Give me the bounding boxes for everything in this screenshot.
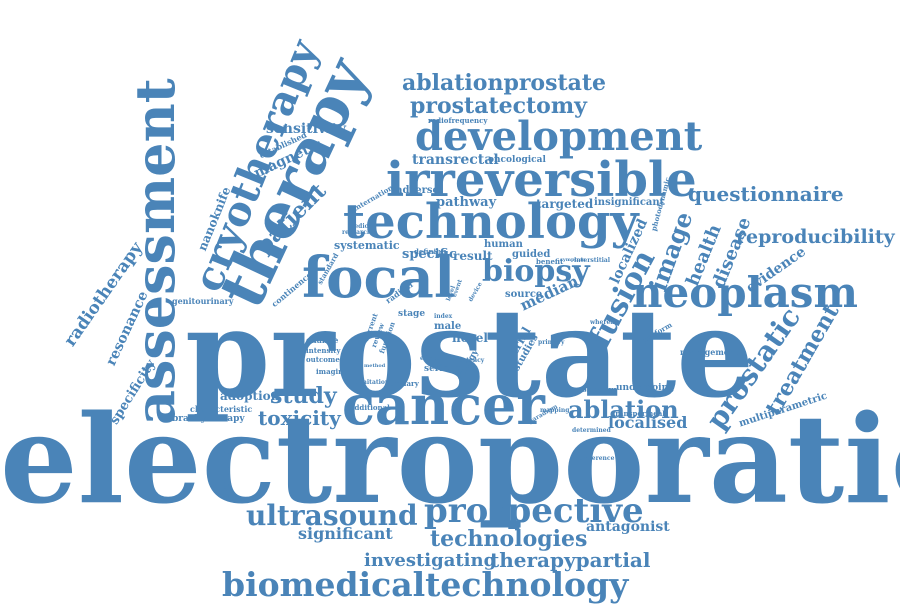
- word-primary: primary: [538, 339, 565, 346]
- word-ultrasound: ultrasound: [246, 499, 418, 532]
- word-medical: medical: [348, 223, 375, 230]
- word-targeted: targeted: [536, 197, 594, 211]
- word-additional: additional: [350, 403, 390, 412]
- word-questionnaire: questionnaire: [688, 182, 844, 206]
- word-transrectal: transrectal: [412, 152, 499, 168]
- word-management: management: [680, 347, 739, 357]
- word-interstitial: interstitial: [574, 257, 611, 264]
- word-radiofrequency: radiofrequency: [428, 116, 488, 125]
- word-preference: preference: [578, 455, 615, 462]
- word-antagonist: antagonist: [586, 519, 670, 535]
- word-intensity: intensity: [306, 346, 341, 355]
- word-limitation: limitation: [356, 379, 390, 386]
- word-research: research: [342, 229, 372, 236]
- word-determined: determined: [572, 427, 611, 434]
- word-adverse: adverse: [396, 185, 439, 196]
- word-reproducibility: reproducibility: [736, 226, 895, 248]
- word-investigating: investigating: [364, 550, 497, 571]
- word-source: source: [505, 289, 543, 300]
- word-guided: guided: [512, 249, 551, 260]
- word-oncological: oncological: [488, 155, 546, 165]
- word-ablationprostate: ablationprostate: [402, 70, 607, 96]
- word-change: change: [306, 335, 339, 345]
- word-evaluation: evaluation: [221, 441, 232, 500]
- word-toxicity: toxicity: [258, 406, 341, 430]
- word-insignificant: insignificant: [594, 197, 665, 208]
- word-benefit: benefit: [536, 257, 564, 266]
- word-transperineal: transperineal: [612, 409, 665, 418]
- word-whereas: whereas: [590, 319, 618, 326]
- word-biopsy: biopsy: [482, 254, 590, 289]
- word-mapping: mapping: [540, 407, 570, 414]
- word-focal: focal: [302, 245, 456, 311]
- word-method: method: [364, 363, 386, 369]
- word-neoplasm: neoplasm: [632, 268, 858, 317]
- word-localised: localised: [608, 413, 688, 432]
- word-technology: technology: [343, 194, 639, 250]
- word-imaging: imaging: [316, 367, 349, 376]
- word-prostate: prostate: [185, 281, 755, 425]
- word-brachytherapy: brachytherapy: [172, 414, 245, 424]
- word-male: male: [434, 321, 462, 332]
- word-defining: defining: [414, 247, 447, 256]
- word-novel: novel: [452, 331, 488, 345]
- word-sensitivity: sensitivity: [266, 121, 347, 137]
- word-result: result: [453, 249, 493, 263]
- word-therapypartial: therapypartial: [490, 548, 651, 572]
- word-undergoing: undergoing: [616, 383, 675, 393]
- word-symptom: symptom: [560, 257, 586, 263]
- word-cancer: cancer: [342, 373, 545, 437]
- word-systematic: systematic: [334, 239, 400, 252]
- word-genitourinary: genitourinary: [172, 296, 234, 306]
- word-urinary: urinary: [390, 379, 419, 388]
- word-electroporation: electroporation: [0, 387, 900, 531]
- word-prospective: prospective: [424, 491, 644, 531]
- word-characteristic: characteristic: [190, 404, 253, 414]
- word-technologies: technologies: [430, 526, 588, 552]
- word-adoption: adoption: [220, 389, 280, 403]
- word-serious: serious: [424, 364, 461, 374]
- word-pathway: pathway: [436, 195, 497, 210]
- word-potency: potency: [458, 357, 485, 364]
- word-study: study: [270, 383, 337, 409]
- word-human: human: [484, 239, 523, 250]
- word-outcome: outcome: [306, 355, 340, 364]
- word-index: index: [434, 313, 453, 320]
- word-ablation: ablation: [568, 395, 679, 424]
- word-irreversible: irreversible: [386, 152, 697, 208]
- word-objective: objective: [582, 385, 618, 394]
- word-effect: effect: [420, 355, 439, 362]
- word-biomedicaltechnology: biomedicaltechnology: [222, 565, 629, 604]
- word-development: development: [415, 113, 703, 160]
- word-stage: stage: [398, 309, 426, 319]
- word-significant: significant: [298, 524, 393, 543]
- word-prostatectomy: prostatectomy: [410, 93, 587, 119]
- word-specific: specific: [402, 247, 457, 262]
